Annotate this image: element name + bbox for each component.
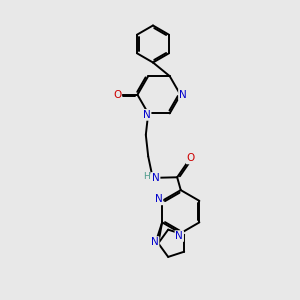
Text: N: N [155,194,162,204]
Text: N: N [143,110,151,120]
Text: N: N [176,231,183,241]
Text: N: N [152,173,160,183]
Text: N: N [151,237,158,247]
Text: O: O [113,90,121,100]
Text: N: N [179,90,187,100]
Text: H: H [143,172,149,181]
Text: O: O [187,154,195,164]
